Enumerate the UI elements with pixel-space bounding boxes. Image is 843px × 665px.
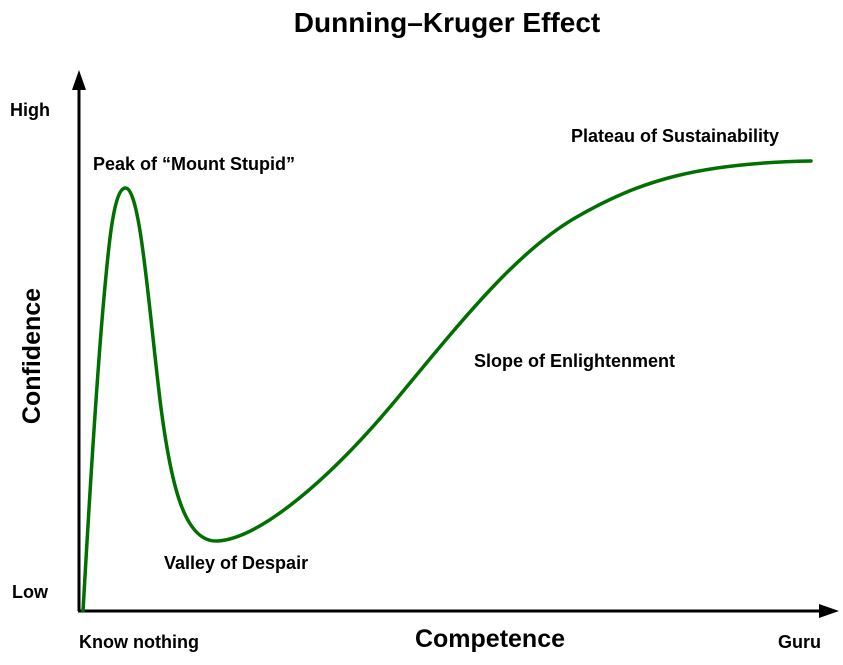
peak-annotation: Peak of “Mount Stupid” [93,154,295,174]
x-low-label: Know nothing [79,632,199,652]
x-high-label: Guru [778,632,821,652]
x-axis-title: Competence [415,625,565,653]
slope-annotation: Slope of Enlightenment [474,351,675,371]
y-axis-title: Confidence [18,288,46,424]
y-high-label: High [10,100,50,120]
confidence-curve [81,159,813,613]
chart-title: Dunning–Kruger Effect [294,7,600,38]
y-axis-arrowhead [72,70,86,90]
y-low-label: Low [12,582,49,602]
x-axis-arrowhead [819,604,839,618]
plateau-annotation: Plateau of Sustainability [571,126,779,146]
valley-annotation: Valley of Despair [164,553,308,573]
